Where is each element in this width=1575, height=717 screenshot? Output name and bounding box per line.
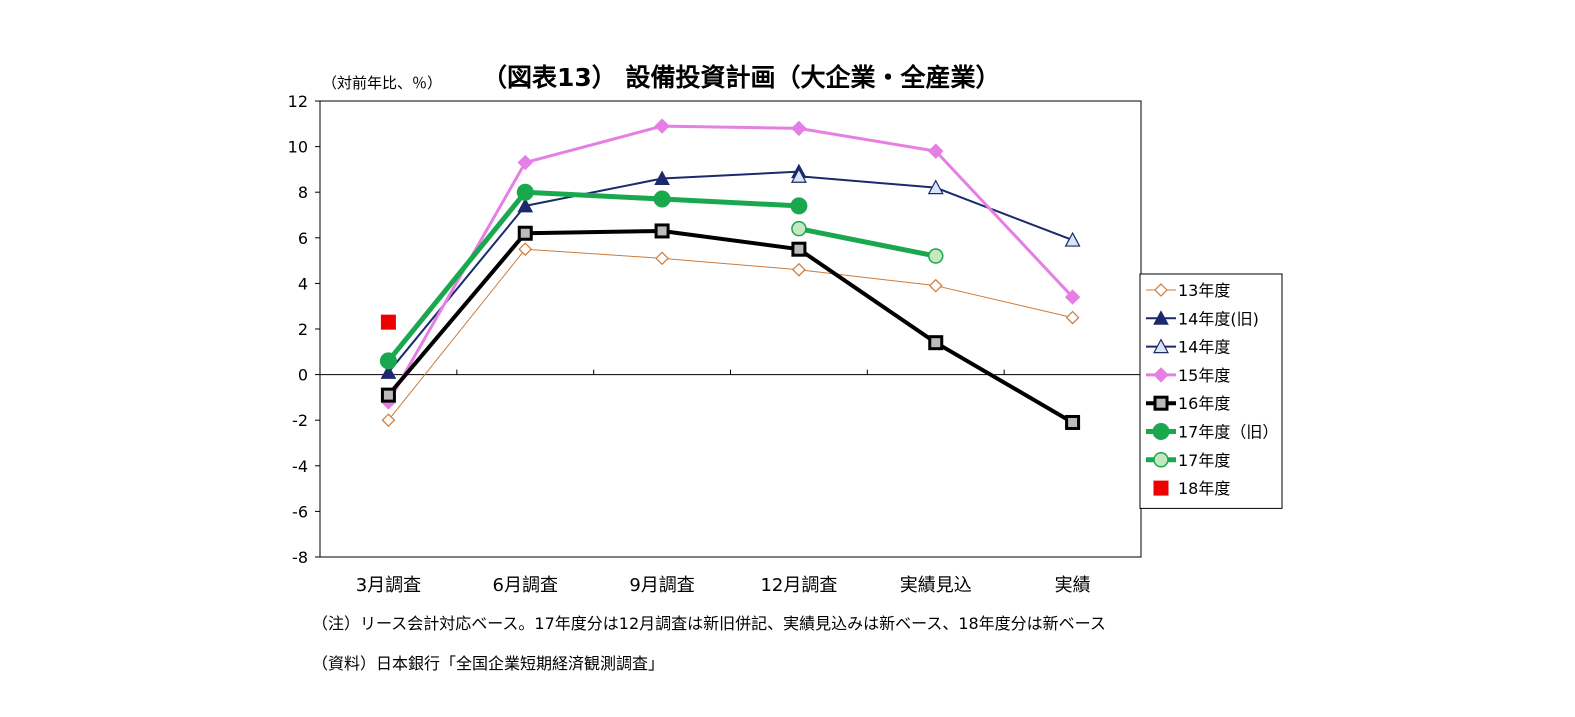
- legend-label: 17年度: [1178, 451, 1230, 470]
- x-category-label: 12月調査: [760, 575, 837, 596]
- y-tick-label: 0: [298, 366, 308, 385]
- series-layer: [379, 118, 1081, 430]
- data-point: [655, 251, 669, 266]
- y-tick-label: -4: [292, 457, 308, 476]
- data-point: [516, 183, 534, 201]
- series-7: [791, 220, 944, 264]
- data-point: [1153, 367, 1169, 383]
- data-point: [654, 118, 670, 134]
- axis-layer: 12 10 8 6 4 2 0 -2 -4 -6 -8 3月調査 6月調査 9月調査 12月調査 実績見込 実績: [288, 92, 1141, 596]
- data-point: [1152, 338, 1170, 354]
- y-tick-label: 6: [298, 229, 308, 248]
- data-point: [791, 241, 807, 257]
- legend-item: 17年度: [1146, 451, 1230, 470]
- data-point: [1065, 310, 1080, 325]
- legend-item: 14年度: [1146, 338, 1230, 357]
- series-1: [381, 242, 1080, 428]
- chart-title: （図表13） 設備投資計画（大企業・全産業）: [482, 63, 1001, 92]
- data-point: [1064, 289, 1081, 305]
- series-3: [790, 167, 1081, 247]
- footnote-note: （注）リース会計対応ベース。17年度分は12月調査は新旧併記、実績見込みは新ベー…: [312, 614, 1106, 633]
- data-point: [1153, 452, 1169, 468]
- legend-item: 13年度: [1146, 281, 1230, 300]
- data-point: [790, 167, 807, 183]
- data-point: [518, 242, 533, 257]
- y-tick-label: 10: [288, 138, 308, 157]
- x-category-label: 実績見込: [900, 575, 972, 596]
- data-point: [1153, 395, 1169, 411]
- data-point: [1064, 231, 1081, 247]
- legend-item: 14年度(旧): [1146, 309, 1259, 328]
- y-tick-label: 8: [298, 183, 308, 202]
- legend-label: 14年度(旧): [1178, 309, 1259, 328]
- data-point: [517, 197, 534, 213]
- data-point: [791, 120, 807, 137]
- series-4: [380, 118, 1081, 410]
- data-point: [928, 278, 943, 293]
- y-tick-label: -2: [292, 411, 308, 430]
- series-5: [380, 223, 1081, 430]
- legend-item: 15年度: [1146, 366, 1230, 385]
- data-point: [380, 364, 397, 379]
- legend-label: 16年度: [1178, 394, 1230, 413]
- x-category-label: 実績: [1055, 575, 1091, 596]
- data-point: [380, 387, 396, 403]
- legend-label: 17年度（旧）: [1178, 423, 1278, 442]
- series-6: [379, 183, 808, 370]
- data-point: [1153, 310, 1169, 325]
- legend-box: [1139, 273, 1283, 509]
- legend-item: 17年度（旧）: [1146, 423, 1278, 442]
- series-line: [386, 228, 1074, 425]
- x-category-label: 6月調査: [493, 575, 558, 596]
- data-point: [379, 352, 397, 370]
- legend-item: 18年度: [1153, 479, 1230, 498]
- legend-item: 16年度: [1146, 394, 1230, 413]
- y-tick-label: -6: [292, 502, 308, 521]
- footnote-source: （資料）日本銀行「全国企業短期経済観測調査」: [312, 654, 665, 673]
- legend-label: 18年度: [1178, 479, 1230, 498]
- y-tick-label: -8: [292, 548, 308, 567]
- legend-label: 14年度: [1178, 338, 1230, 357]
- data-point: [380, 314, 396, 330]
- y-tick-label: 4: [298, 274, 308, 293]
- data-point: [927, 179, 944, 195]
- y-tick-label: 2: [298, 320, 308, 339]
- data-point: [928, 248, 944, 264]
- y-tick-label: 12: [288, 92, 308, 111]
- data-point: [517, 154, 533, 171]
- data-point: [654, 170, 670, 186]
- data-point: [1152, 423, 1170, 440]
- legend-label: 13年度: [1178, 281, 1230, 300]
- data-point: [928, 143, 944, 159]
- series-line: [798, 226, 937, 259]
- data-point: [1065, 414, 1081, 430]
- series-line: [386, 189, 800, 363]
- legend-label: 15年度: [1178, 366, 1230, 385]
- data-point: [381, 413, 396, 428]
- series-line: [387, 124, 1074, 403]
- x-category-label: 3月調査: [356, 575, 421, 596]
- series-line: [388, 248, 1073, 421]
- data-point: [654, 223, 670, 239]
- data-point: [790, 197, 808, 215]
- data-point: [517, 225, 533, 241]
- data-point: [791, 220, 807, 237]
- data-point: [792, 262, 806, 277]
- data-point: [1153, 480, 1169, 496]
- series-line: [387, 170, 799, 373]
- data-point: [653, 190, 671, 208]
- data-point: [928, 335, 944, 351]
- x-category-label: 9月調査: [629, 575, 694, 596]
- data-point: [1154, 283, 1168, 297]
- y-axis-unit-label: （対前年比、％）: [322, 74, 442, 92]
- legend: 13年度 14年度(旧) 14年度 15年度 16年度 17年度（旧） 17年度 18年度: [1139, 273, 1283, 509]
- series-8: [380, 314, 396, 330]
